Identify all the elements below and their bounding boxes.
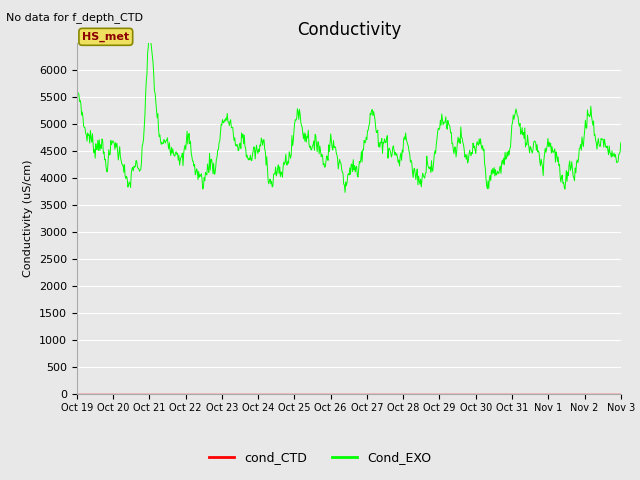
Cond_EXO [421,175,429,181]
Title: Conductivity: Conductivity [297,21,401,39]
Cond_EXO [487,178,495,183]
cond_CTD [403,391,411,396]
Cond_EXO [390,147,398,153]
Cond_EXO [617,140,625,145]
Cond_EXO [543,146,550,152]
cond_CTD [73,391,81,396]
cond_CTD [541,391,549,396]
Cond_EXO [73,75,81,81]
Cond_EXO [341,190,349,195]
Cond_EXO [147,26,154,32]
Cond_EXO [106,152,114,157]
Cond_EXO [404,144,412,149]
Line: Cond_EXO: Cond_EXO [77,29,621,192]
Legend: cond_CTD, Cond_EXO: cond_CTD, Cond_EXO [204,446,436,469]
cond_CTD [106,391,114,396]
Text: HS_met: HS_met [82,32,129,42]
cond_CTD [419,391,427,396]
cond_CTD [389,391,397,396]
cond_CTD [617,391,625,396]
cond_CTD [486,391,493,396]
Y-axis label: Conductivity (uS/cm): Conductivity (uS/cm) [24,160,33,277]
Text: No data for f_depth_CTD: No data for f_depth_CTD [6,12,143,23]
